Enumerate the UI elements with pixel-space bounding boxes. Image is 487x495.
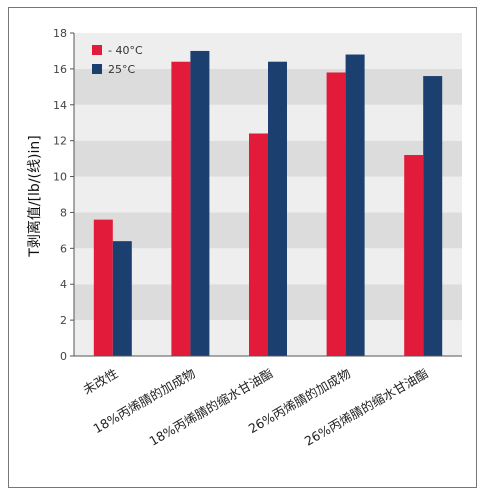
bar-25c-0 [112, 241, 132, 356]
chart-frame [8, 7, 477, 488]
legend: - 40°C 25°C [92, 44, 143, 76]
x-category-label: 未改性 [80, 366, 120, 398]
bar-minus40c-4 [404, 155, 424, 356]
bar-minus40c-2 [249, 133, 268, 356]
x-category-label: 18%丙烯腈的缩水甘油酯 [146, 366, 275, 449]
y-tick-label: 4 [60, 278, 67, 291]
bar-minus40c-0 [93, 219, 113, 356]
y-tick-label: 18 [53, 27, 67, 40]
bar-minus40c-1 [171, 61, 191, 356]
y-tick-labels: 0 2 4 6 8 10 12 14 16 18 [53, 27, 74, 363]
y-tick-label: 14 [53, 99, 67, 112]
x-category-labels: 未改性18%丙烯腈的加成物18%丙烯腈的缩水甘油酯26%丙烯腈的加成物26%丙烯… [80, 366, 430, 449]
bar-minus40c-3 [326, 72, 346, 356]
bar-25c-3 [345, 54, 365, 357]
legend-label: - 40°C [108, 44, 143, 57]
legend-swatch [92, 64, 102, 74]
bar-25c-4 [423, 76, 443, 357]
bars [93, 50, 443, 357]
y-axis-label: T剥离值/[lb/(线)in] [26, 135, 43, 257]
legend-swatch [92, 45, 102, 55]
bar-25c-2 [268, 61, 287, 356]
x-category-label: 26%丙烯腈的缩水甘油酯 [302, 366, 431, 449]
y-tick-label: 12 [53, 135, 67, 148]
y-tick-label: 10 [53, 171, 67, 184]
y-tick-label: 16 [53, 63, 67, 76]
y-tick-label: 2 [60, 314, 67, 327]
y-tick-label: 0 [60, 350, 67, 363]
y-tick-label: 6 [60, 242, 67, 255]
axes [73, 33, 462, 357]
y-tick-label: 8 [60, 206, 67, 219]
legend-label: 25°C [108, 63, 135, 76]
bar-25c-1 [190, 50, 210, 356]
